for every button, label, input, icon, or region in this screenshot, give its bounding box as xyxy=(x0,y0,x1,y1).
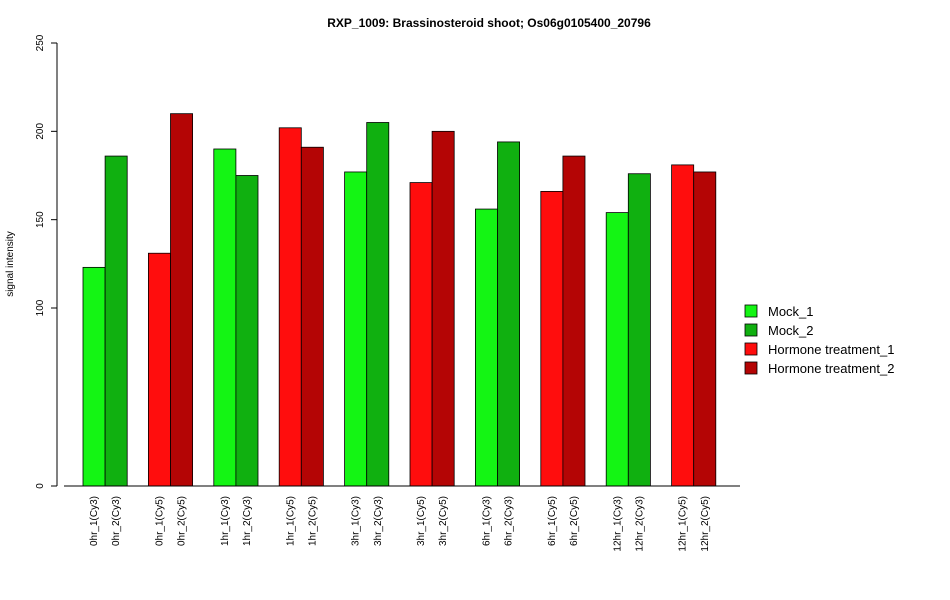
x-tick-label: 0hr_1(Cy5) xyxy=(154,496,165,546)
bar xyxy=(562,155,586,487)
x-tick-label: 0hr_1(Cy3) xyxy=(89,496,100,546)
bar xyxy=(366,122,390,487)
bar xyxy=(213,148,237,487)
bar xyxy=(104,155,128,487)
x-tick-label: 0hr_2(Cy5) xyxy=(177,496,188,546)
bar xyxy=(540,190,564,487)
x-tick-label: 12hr_1(Cy5) xyxy=(678,496,689,552)
bar xyxy=(693,171,717,487)
y-axis-label: signal intensity xyxy=(5,231,16,297)
y-tick-label: 100 xyxy=(35,299,46,316)
x-tick-label: 1hr_2(Cy3) xyxy=(242,496,253,546)
x-tick-label: 12hr_2(Cy5) xyxy=(700,496,711,552)
x-tick-label: 3hr_1(Cy3) xyxy=(351,496,362,546)
legend-swatch xyxy=(744,342,758,356)
bar xyxy=(278,127,302,487)
x-tick-label: 1hr_1(Cy3) xyxy=(220,496,231,546)
bar xyxy=(409,182,433,487)
bar xyxy=(170,113,194,487)
y-tick-label: 200 xyxy=(35,123,46,140)
bar xyxy=(627,173,651,487)
y-tick-label: 0 xyxy=(35,483,46,489)
x-tick-label: 3hr_2(Cy3) xyxy=(373,496,384,546)
chart-title: RXP_1009: Brassinosteroid shoot; Os06g01… xyxy=(327,16,651,30)
bar xyxy=(474,208,498,487)
legend-swatch xyxy=(744,361,758,375)
bar xyxy=(235,175,259,487)
x-tick-label: 6hr_2(Cy3) xyxy=(504,496,515,546)
x-tick-label: 3hr_2(Cy5) xyxy=(438,496,449,546)
bar xyxy=(300,146,324,487)
y-tick-label: 250 xyxy=(35,34,46,51)
x-tick-label: 12hr_2(Cy3) xyxy=(634,496,645,552)
legend-swatch xyxy=(744,323,758,337)
x-tick-label: 1hr_2(Cy5) xyxy=(307,496,318,546)
x-tick-labels: 0hr_1(Cy3) 0hr_2(Cy3) 0hr_1(Cy5) 0hr_2(Cy5)… xyxy=(89,496,711,552)
x-tick-label: 0hr_2(Cy3) xyxy=(111,496,122,546)
x-tick-label: 6hr_1(Cy3) xyxy=(481,496,492,546)
x-tick-label: 12hr_1(Cy3) xyxy=(612,496,623,552)
legend-swatch xyxy=(744,304,758,318)
legend-label: Hormone treatment_2 xyxy=(768,361,894,376)
bar xyxy=(605,212,629,487)
x-tick-label: 6hr_2(Cy5) xyxy=(569,496,580,546)
bar xyxy=(671,164,695,487)
bar xyxy=(344,171,368,487)
bar xyxy=(497,141,521,487)
legend: Mock_1 Mock_2 Hormone treatment_1 Hormone t… xyxy=(744,304,894,376)
x-tick-label: 3hr_1(Cy5) xyxy=(416,496,427,546)
bar xyxy=(147,252,171,487)
legend-label: Mock_2 xyxy=(768,323,814,338)
y-tick-label: 150 xyxy=(35,211,46,228)
y-axis: 0 100 150 200 250 xyxy=(35,34,58,489)
bar xyxy=(431,130,455,487)
legend-label: Mock_1 xyxy=(768,304,814,319)
bar xyxy=(82,266,106,487)
x-tick-label: 6hr_1(Cy5) xyxy=(547,496,558,546)
x-tick-label: 1hr_1(Cy5) xyxy=(285,496,296,546)
bars-group xyxy=(82,113,717,487)
legend-label: Hormone treatment_1 xyxy=(768,342,894,357)
